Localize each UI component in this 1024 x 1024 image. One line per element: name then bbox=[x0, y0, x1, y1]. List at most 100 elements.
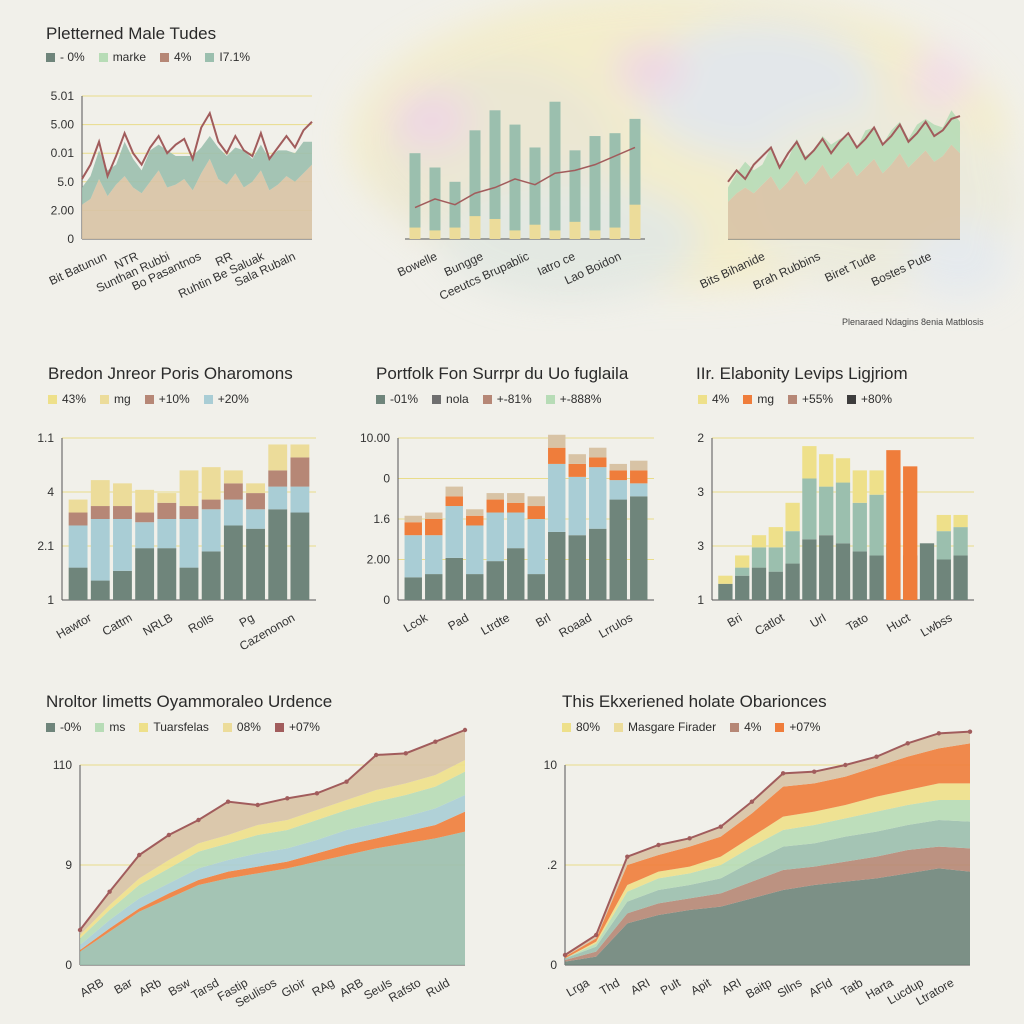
map-credit: Plenaraed Ndagins 8enia Matblosis bbox=[842, 317, 984, 327]
x-tick-label: Lwbss bbox=[918, 610, 954, 639]
legend-item: ms bbox=[95, 720, 125, 734]
x-tick-label: Huct bbox=[884, 610, 913, 635]
bar-segment-brown bbox=[113, 506, 132, 519]
area-series-dark bbox=[565, 868, 970, 965]
bar-segment-brown bbox=[90, 506, 110, 519]
bar-segment-dark bbox=[223, 525, 243, 600]
panel-title: Pletterned Male Tudes bbox=[46, 24, 217, 43]
area-series-yellow bbox=[80, 760, 465, 939]
legend-label: - 0% bbox=[60, 50, 85, 64]
legend-item: marke bbox=[98, 50, 146, 64]
bar-segment-cream bbox=[223, 470, 243, 484]
y-tick-label: 2.1 bbox=[37, 539, 54, 553]
bar-segment-blue bbox=[466, 525, 484, 575]
bar-segment-tan bbox=[466, 509, 484, 516]
x-tick-label: Baitp bbox=[743, 975, 774, 1001]
data-point bbox=[718, 824, 723, 829]
x-tick-label: ARB bbox=[337, 975, 365, 999]
bar-segment-brown bbox=[246, 493, 265, 510]
bar-base bbox=[529, 224, 541, 239]
legend-swatch bbox=[274, 722, 284, 732]
x-tick-label: Tatb bbox=[839, 975, 866, 999]
bar-segment-dark bbox=[68, 567, 88, 600]
legend-item: Tuarsfelas bbox=[139, 720, 209, 734]
bar-segment-dark bbox=[548, 531, 566, 600]
x-tick-label: Tato bbox=[844, 610, 871, 634]
bar-segment-sage bbox=[835, 482, 851, 544]
legend-swatch bbox=[562, 722, 571, 732]
legend-swatch bbox=[482, 394, 492, 404]
bar-segment-orange bbox=[445, 496, 463, 507]
bar-segment-dark bbox=[445, 557, 463, 600]
legend-label: 4% bbox=[712, 392, 730, 406]
trend-line bbox=[414, 146, 636, 209]
y-tick-label: 3 bbox=[697, 485, 704, 499]
x-tick-label: Bar bbox=[112, 975, 135, 996]
bar-segment-brown bbox=[268, 470, 288, 487]
bar-segment-cream bbox=[735, 555, 750, 568]
bar-base bbox=[549, 230, 561, 239]
data-point bbox=[687, 836, 692, 841]
legend-item: +-81% bbox=[482, 392, 532, 406]
x-tick-label: ARI bbox=[719, 975, 743, 997]
legend-label: 08% bbox=[236, 720, 261, 734]
x-tick-label: Pad bbox=[446, 610, 471, 633]
legend: 80% Masgare Firader 4% +07% bbox=[562, 720, 820, 734]
legend-label: +07% bbox=[288, 720, 320, 734]
bar bbox=[409, 153, 421, 239]
area-series-yellow bbox=[565, 783, 970, 959]
legend-item: -0% bbox=[46, 720, 81, 734]
legend-swatch bbox=[160, 52, 170, 62]
legend-label: +-888% bbox=[559, 392, 602, 406]
bar-segment-dark bbox=[852, 551, 867, 600]
data-point bbox=[107, 889, 112, 894]
bar-segment-blue bbox=[507, 512, 525, 549]
bar bbox=[549, 101, 561, 239]
y-tick-label: 0 bbox=[550, 958, 557, 972]
legend-swatch bbox=[95, 722, 105, 732]
bar-base bbox=[569, 221, 581, 239]
bar-segment-cream bbox=[852, 470, 867, 503]
y-tick-label: 1.6 bbox=[373, 512, 390, 526]
x-tick-label: Lrga bbox=[564, 975, 592, 999]
bar-segment-tan bbox=[445, 486, 463, 497]
x-tick-label: Roaad bbox=[556, 610, 594, 640]
bar-segment-orange bbox=[466, 515, 484, 526]
legend-swatch bbox=[376, 394, 385, 404]
bar-segment-blue bbox=[113, 519, 132, 571]
bar-segment-cream bbox=[68, 499, 88, 513]
bar-segment-tan bbox=[486, 493, 504, 500]
data-point bbox=[749, 799, 755, 804]
bar-segment-dark bbox=[718, 583, 733, 600]
data-point bbox=[255, 802, 260, 808]
x-tick-label: Sllns bbox=[775, 975, 805, 1000]
legend-swatch bbox=[100, 394, 110, 404]
legend-swatch bbox=[98, 52, 108, 62]
bar-segment-cream bbox=[157, 493, 177, 503]
x-tick-label: Rolls bbox=[186, 610, 216, 635]
bar-segment-sage bbox=[785, 531, 800, 564]
bar-base bbox=[589, 230, 601, 239]
bar-segment-blue bbox=[609, 480, 627, 500]
y-tick-label: 3 bbox=[697, 539, 704, 553]
bar-segment-orange bbox=[609, 470, 627, 481]
legend-swatch bbox=[730, 722, 740, 732]
area-series-base bbox=[82, 158, 312, 239]
y-tick-label: 10 bbox=[544, 758, 558, 772]
bar-segment-blue bbox=[527, 519, 545, 575]
x-tick-label: Bowelle bbox=[395, 249, 439, 280]
bar-segment-cream bbox=[179, 470, 199, 507]
bar-segment-orange bbox=[507, 502, 525, 513]
bar-segment-sage bbox=[819, 486, 834, 536]
legend-label: mg bbox=[757, 392, 775, 406]
y-tick-label: 1 bbox=[47, 593, 54, 607]
legend: 4% mg +55% +80% bbox=[698, 392, 892, 406]
bar-segment-dark bbox=[157, 548, 177, 600]
y-tick-label: 2.00 bbox=[367, 553, 391, 567]
bar-segment-dark bbox=[135, 548, 155, 600]
bar-base bbox=[629, 204, 641, 239]
bar-segment-brown bbox=[157, 502, 177, 519]
legend-item: -01% bbox=[376, 392, 418, 406]
bar-segment-dark bbox=[90, 580, 110, 600]
x-tick-label: Gloir bbox=[279, 975, 308, 1000]
